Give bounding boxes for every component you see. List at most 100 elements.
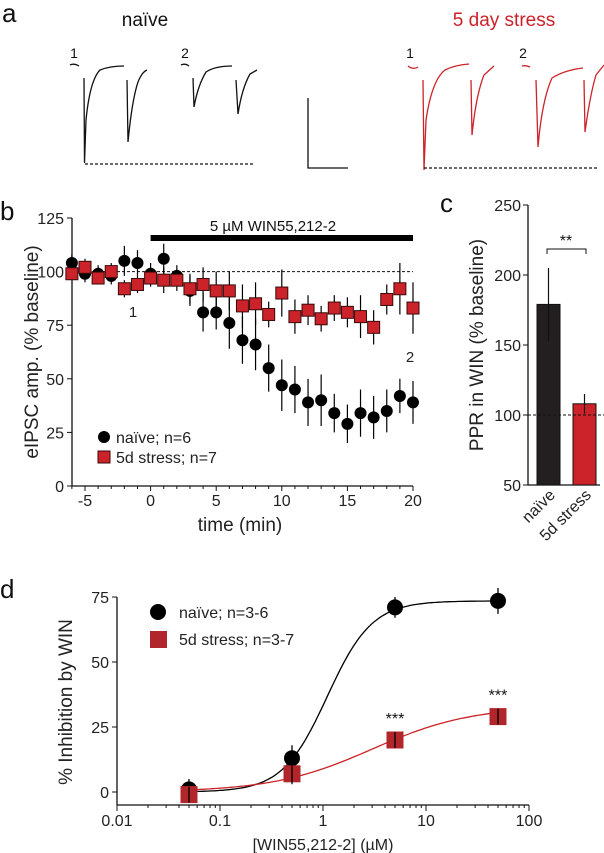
stress-data-point: [314, 312, 328, 326]
panel-a: a naïve 5 day stress 1 2 1 2: [2, 0, 604, 171]
b-x-axis-title: time (min): [198, 515, 282, 536]
stress-data-point: [78, 260, 92, 274]
b-legend-naive-marker: [98, 431, 110, 443]
c-y-axis-title: PPR in WIN (% baseline): [467, 239, 488, 451]
scale-bar: [307, 98, 348, 169]
stress-trace-label-1: 1: [406, 45, 414, 61]
d-legend-naive-marker: [150, 604, 166, 620]
panel-b: b eIPSC amp. (% baseline) time (min) 5 µ…: [0, 196, 422, 536]
d-x-tick-label: 1: [319, 813, 328, 830]
panel-d: d % Inhibition by WIN [WIN55,212-2] (µM)…: [0, 574, 542, 853]
naive-title: naïve: [122, 10, 168, 31]
stress-data-point: [222, 284, 236, 298]
naive-data-point: [380, 404, 393, 417]
b-x-tick-label: 0: [146, 493, 155, 510]
stress-data-point: [354, 310, 368, 324]
d-x-tick-label: 100: [516, 813, 543, 830]
b-y-tick-label: 100: [37, 265, 64, 282]
naive-fit-curve: [189, 600, 498, 793]
naive-trace-label-2: 2: [181, 45, 189, 61]
stress-data-point: [275, 286, 289, 300]
naive-data-point: [197, 306, 210, 319]
naive-data-point: [367, 411, 380, 424]
naive-data-point: [210, 306, 223, 319]
b-y-tick-label: 125: [37, 211, 64, 228]
d-significance-marker: ***: [386, 711, 405, 728]
stress-data-point: [367, 320, 381, 334]
b-y-tick-label: 0: [55, 479, 64, 496]
naive-data-point: [341, 417, 354, 430]
stress-trace-label-2: 2: [519, 45, 527, 61]
naive-data-point: [315, 394, 328, 407]
stress-data-point: [406, 301, 420, 315]
d-legend-stress-marker: [150, 631, 167, 648]
b-x-tick-label: 10: [273, 493, 291, 510]
naive-trace-2: [180, 63, 258, 115]
stress-data-point: [327, 301, 341, 315]
stress-trace-1: [407, 63, 495, 171]
panel-letter-d: d: [0, 574, 14, 604]
stress-data-point: [117, 282, 131, 296]
stress-data-point: [288, 310, 302, 324]
stress-data-point: [249, 297, 263, 311]
naive-data-point: [249, 338, 262, 351]
naive-data-point: [283, 750, 300, 767]
b-x-tick-label: 15: [339, 493, 357, 510]
stress-data-point: [144, 271, 158, 285]
naive-data-point: [131, 257, 144, 270]
naive-data-point: [157, 252, 170, 265]
drug-application-bar: [150, 235, 413, 241]
naive-trace-label-1: 1: [70, 45, 78, 61]
b-legend-stress-marker: [97, 450, 111, 464]
stress-data-point: [157, 273, 171, 287]
stress-data-point: [104, 265, 118, 279]
stress-data-point: [262, 307, 276, 321]
c-y-tick-label: 50: [503, 478, 521, 495]
b-legend-naive-label: naïve; n=6: [116, 430, 191, 447]
stress-data-point: [183, 282, 197, 296]
panel-letter-b: b: [0, 196, 14, 226]
stress-trace-2: [521, 64, 604, 148]
c-y-tick-label: 150: [494, 338, 521, 355]
b-y-tick-label: 50: [46, 372, 64, 389]
stress-data-point: [235, 299, 249, 313]
stress-data-point: [65, 267, 79, 281]
stress-data-point: [130, 277, 144, 291]
b-annotation-2: 2: [406, 349, 414, 366]
naive-data-point: [489, 592, 506, 609]
stress-data-point: [91, 271, 105, 285]
stress-data-point: [209, 284, 223, 298]
d-legend-naive-label: naïve; n=3-6: [179, 605, 269, 622]
b-x-tick-label: 20: [404, 493, 422, 510]
naive-data-point: [223, 317, 236, 330]
naive-data-point: [262, 362, 275, 375]
stress-data-point: [393, 282, 407, 296]
c-y-tick-label: 250: [494, 198, 521, 215]
naive-data-point: [118, 254, 131, 267]
stress-data-point: [170, 273, 184, 287]
panel-c: c PPR in WIN (% baseline) ** naïve 5d st…: [440, 188, 604, 545]
naive-data-point: [65, 257, 78, 270]
d-y-tick-label: 75: [91, 590, 109, 607]
drug-bar-label: 5 µM WIN55,212-2: [210, 218, 336, 235]
d-x-axis-title: [WIN55,212-2] (µM): [253, 837, 394, 853]
panel-letter-c: c: [440, 188, 453, 218]
b-x-tick-label: 5: [212, 493, 221, 510]
c-significance: **: [560, 233, 572, 250]
d-significance-marker: ***: [489, 688, 508, 705]
naive-data-point: [288, 383, 301, 396]
d-x-tick-label: 10: [417, 813, 435, 830]
d-legend-stress-label: 5d stress; n=3-7: [179, 632, 294, 649]
stress-data-point: [380, 292, 394, 306]
naive-data-point: [302, 396, 315, 409]
b-annotation-1: 1: [129, 304, 137, 321]
c-y-tick-label: 200: [494, 268, 521, 285]
stress-fit-curve: [188, 711, 499, 791]
naive-data-point: [275, 379, 288, 392]
naive-data-point: [354, 407, 367, 420]
stress-data-point: [301, 303, 315, 317]
naive-data-point: [393, 389, 406, 402]
naive-trace-1: [69, 63, 148, 164]
stress-title: 5 day stress: [453, 10, 555, 31]
c-significance-bracket: [546, 248, 587, 254]
